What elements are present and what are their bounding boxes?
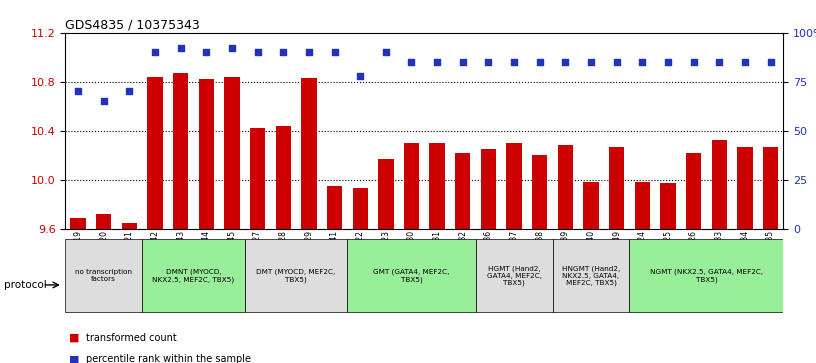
Bar — [378, 159, 393, 363]
Text: DMNT (MYOCD,
NKX2.5, MEF2C, TBX5): DMNT (MYOCD, NKX2.5, MEF2C, TBX5) — [153, 269, 234, 283]
Bar — [348, 239, 476, 313]
Point — [712, 59, 725, 65]
Point — [687, 59, 700, 65]
Text: transformed count: transformed count — [86, 333, 176, 343]
Point — [123, 89, 136, 94]
Point — [303, 49, 316, 55]
Text: ■: ■ — [69, 354, 80, 363]
Point — [636, 59, 649, 65]
Point — [328, 49, 341, 55]
Bar — [583, 182, 599, 363]
Point — [174, 45, 187, 51]
Bar — [660, 183, 676, 363]
Text: NGMT (NKX2.5, GATA4, MEF2C,
TBX5): NGMT (NKX2.5, GATA4, MEF2C, TBX5) — [650, 269, 763, 283]
Bar — [712, 140, 727, 363]
Bar — [686, 153, 701, 363]
Bar — [552, 239, 629, 313]
Text: DMT (MYOCD, MEF2C,
TBX5): DMT (MYOCD, MEF2C, TBX5) — [256, 269, 335, 283]
Bar — [301, 78, 317, 363]
Bar — [142, 239, 245, 313]
Bar — [737, 147, 752, 363]
Bar — [245, 239, 348, 313]
Point — [149, 49, 162, 55]
Point — [738, 59, 752, 65]
Point — [662, 59, 675, 65]
Point — [431, 59, 444, 65]
Text: no transcription
factors: no transcription factors — [75, 269, 132, 282]
Bar — [224, 77, 240, 363]
Bar — [276, 126, 291, 363]
Bar — [353, 188, 368, 363]
Text: HNGMT (Hand2,
NKX2.5, GATA4,
MEF2C, TBX5): HNGMT (Hand2, NKX2.5, GATA4, MEF2C, TBX5… — [562, 265, 620, 286]
Bar — [148, 77, 162, 363]
Bar — [429, 143, 445, 363]
Point — [225, 45, 238, 51]
Text: protocol: protocol — [4, 280, 47, 290]
Bar — [404, 143, 419, 363]
Bar — [532, 155, 548, 363]
Text: HGMT (Hand2,
GATA4, MEF2C,
TBX5): HGMT (Hand2, GATA4, MEF2C, TBX5) — [486, 265, 542, 286]
Bar — [481, 149, 496, 363]
Bar — [327, 186, 342, 363]
Point — [610, 59, 623, 65]
Bar — [763, 147, 778, 363]
Bar — [122, 223, 137, 363]
Text: GMT (GATA4, MEF2C,
TBX5): GMT (GATA4, MEF2C, TBX5) — [373, 269, 450, 283]
Bar — [629, 239, 783, 313]
Bar — [250, 128, 265, 363]
Point — [764, 59, 777, 65]
Text: GDS4835 / 10375343: GDS4835 / 10375343 — [65, 19, 200, 32]
Bar — [609, 147, 624, 363]
Bar — [455, 153, 471, 363]
Bar — [70, 218, 86, 363]
Text: ■: ■ — [69, 333, 80, 343]
Point — [200, 49, 213, 55]
Point — [277, 49, 290, 55]
Bar — [476, 239, 552, 313]
Point — [559, 59, 572, 65]
Bar — [507, 143, 521, 363]
Bar — [198, 79, 214, 363]
Point — [405, 59, 418, 65]
Point — [97, 98, 110, 104]
Text: percentile rank within the sample: percentile rank within the sample — [86, 354, 251, 363]
Point — [353, 73, 366, 79]
Point — [251, 49, 264, 55]
Bar — [96, 214, 112, 363]
Point — [456, 59, 469, 65]
Point — [533, 59, 546, 65]
Bar — [173, 73, 188, 363]
Bar — [65, 239, 142, 313]
Bar — [557, 146, 573, 363]
Point — [379, 49, 392, 55]
Bar — [635, 182, 650, 363]
Point — [584, 59, 597, 65]
Point — [482, 59, 495, 65]
Point — [508, 59, 521, 65]
Point — [72, 89, 85, 94]
